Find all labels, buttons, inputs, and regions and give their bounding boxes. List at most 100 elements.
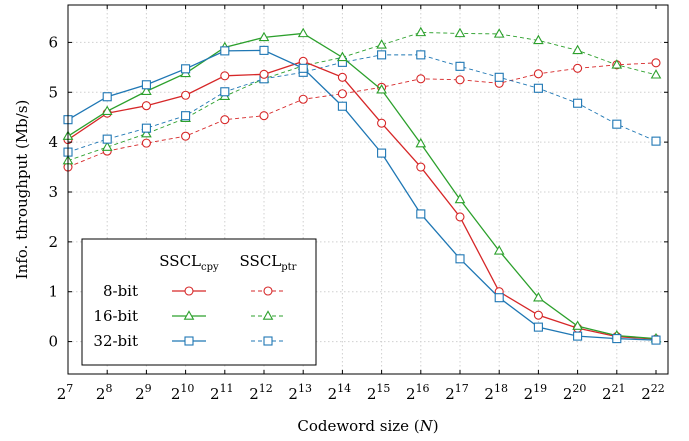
data-point-8bit-ptr <box>181 131 191 141</box>
x-tick-label: 221 <box>602 382 626 403</box>
series-line-16bit-cpy <box>67 32 657 340</box>
series-line-8bit-ptr <box>67 62 657 168</box>
legend-row-label: 32-bit <box>93 332 138 350</box>
data-point-16bit-cpy <box>454 193 466 204</box>
legend-box <box>81 238 317 366</box>
data-point-8bit-ptr <box>141 138 151 148</box>
axis-labels: Codeword size (N) Info. throughput (Mb/s… <box>13 100 439 435</box>
series-32bit-cpy <box>63 45 661 345</box>
data-point-8bit-ptr <box>298 94 308 104</box>
x-tick-label: 220 <box>563 382 587 403</box>
series-line-32bit-cpy <box>67 49 657 341</box>
data-point-8bit-ptr <box>455 75 465 85</box>
data-point-32bit-ptr <box>533 83 543 93</box>
data-point-32bit-ptr <box>220 87 230 97</box>
x-tick-label: 211 <box>210 382 234 403</box>
data-point-16bit-ptr <box>101 141 113 151</box>
data-point-16bit-cpy <box>572 320 583 330</box>
data-point-8bit-cpy <box>141 101 151 111</box>
y-tick-label: 2 <box>48 233 58 251</box>
data-point-8bit-ptr <box>259 111 269 121</box>
data-point-16bit-ptr <box>533 34 544 45</box>
data-point-32bit-cpy <box>181 64 191 74</box>
data-point-32bit-ptr <box>416 50 426 60</box>
data-point-32bit-ptr <box>102 134 112 144</box>
data-point-16bit-ptr <box>493 28 505 38</box>
data-point-8bit-cpy <box>337 72 347 82</box>
y-tick-label: 5 <box>48 83 58 101</box>
series-16bit-ptr <box>62 26 662 165</box>
x-tick-label: 222 <box>641 382 665 403</box>
y-tick-label: 4 <box>48 133 58 151</box>
x-tick-label: 212 <box>249 382 273 403</box>
data-point-16bit-cpy <box>101 105 113 115</box>
data-point-16bit-ptr <box>454 27 466 38</box>
data-point-32bit-ptr <box>455 61 465 71</box>
data-point-8bit-ptr <box>220 115 230 125</box>
data-point-8bit-ptr <box>416 74 426 84</box>
data-point-16bit-ptr <box>650 69 662 79</box>
data-point-32bit-cpy <box>141 80 151 90</box>
y-axis-label: Info. throughput (Mb/s) <box>13 100 31 280</box>
data-point-32bit-cpy <box>612 334 622 344</box>
plot-frame <box>67 4 669 375</box>
x-tick-label: 213 <box>288 382 312 403</box>
data-point-16bit-cpy <box>415 137 427 148</box>
x-tick-label: 215 <box>367 382 391 403</box>
data-point-32bit-cpy <box>102 92 112 102</box>
data-point-8bit-cpy <box>220 71 230 81</box>
data-point-8bit-ptr <box>651 58 661 68</box>
data-point-8bit-cpy <box>181 90 191 100</box>
x-tick-label: 29 <box>135 382 152 403</box>
data-point-16bit-cpy <box>376 84 387 94</box>
data-point-32bit-ptr <box>612 119 622 129</box>
x-tick-label: 27 <box>57 382 74 403</box>
data-point-32bit-cpy <box>533 322 543 332</box>
legend-row-label: 16-bit <box>93 307 138 325</box>
data-point-8bit-cpy <box>377 118 387 128</box>
x-tick-label: 219 <box>524 382 548 403</box>
data-point-32bit-cpy <box>298 63 308 73</box>
data-point-32bit-cpy <box>573 331 583 341</box>
data-point-8bit-ptr <box>573 63 583 73</box>
data-point-32bit-cpy <box>337 101 347 111</box>
data-point-32bit-ptr <box>377 50 387 60</box>
data-point-16bit-cpy <box>141 85 152 96</box>
series-8bit-ptr <box>63 58 661 172</box>
grid-layer <box>68 5 668 374</box>
y-tick-label: 1 <box>48 283 58 301</box>
data-point-32bit-cpy <box>220 46 230 56</box>
legend-swatch-marker <box>184 336 194 346</box>
series-line-32bit-ptr <box>67 54 657 153</box>
legend-swatch-marker <box>184 286 194 296</box>
y-tick-label: 3 <box>48 183 58 201</box>
data-point-16bit-cpy <box>258 31 270 42</box>
data-point-32bit-cpy <box>377 148 387 158</box>
x-axis-label: Codeword size (N) <box>297 417 438 435</box>
x-tick-label: 214 <box>328 382 352 403</box>
data-point-16bit-ptr <box>376 39 387 49</box>
data-point-8bit-cpy <box>455 212 465 222</box>
data-point-8bit-cpy <box>416 162 426 172</box>
data-point-16bit-cpy <box>493 245 505 255</box>
legend-swatch-marker <box>183 310 195 320</box>
x-tick-label: 217 <box>445 382 469 403</box>
legend-row-label: 8-bit <box>103 282 138 300</box>
data-point-16bit-ptr <box>611 59 623 69</box>
data-point-32bit-cpy <box>455 254 465 264</box>
series-line-8bit-cpy <box>67 60 657 340</box>
data-point-32bit-ptr <box>141 123 151 133</box>
data-point-16bit-cpy <box>337 51 348 62</box>
y-tick-label: 0 <box>48 333 58 351</box>
x-tick-label: 218 <box>484 382 508 403</box>
data-point-16bit-ptr <box>415 26 427 37</box>
data-point-32bit-cpy <box>416 209 426 219</box>
data-point-16bit-ptr <box>141 127 152 138</box>
tick-layer: 27 28 29 210 211 212 213 214 215 216 217 218 219 220 2… <box>48 5 668 403</box>
legend-swatch-marker <box>263 336 273 346</box>
y-tick-label: 6 <box>48 33 58 51</box>
data-point-8bit-cpy <box>533 310 543 320</box>
data-point-32bit-ptr <box>494 72 504 82</box>
legend-swatch-marker <box>263 286 273 296</box>
